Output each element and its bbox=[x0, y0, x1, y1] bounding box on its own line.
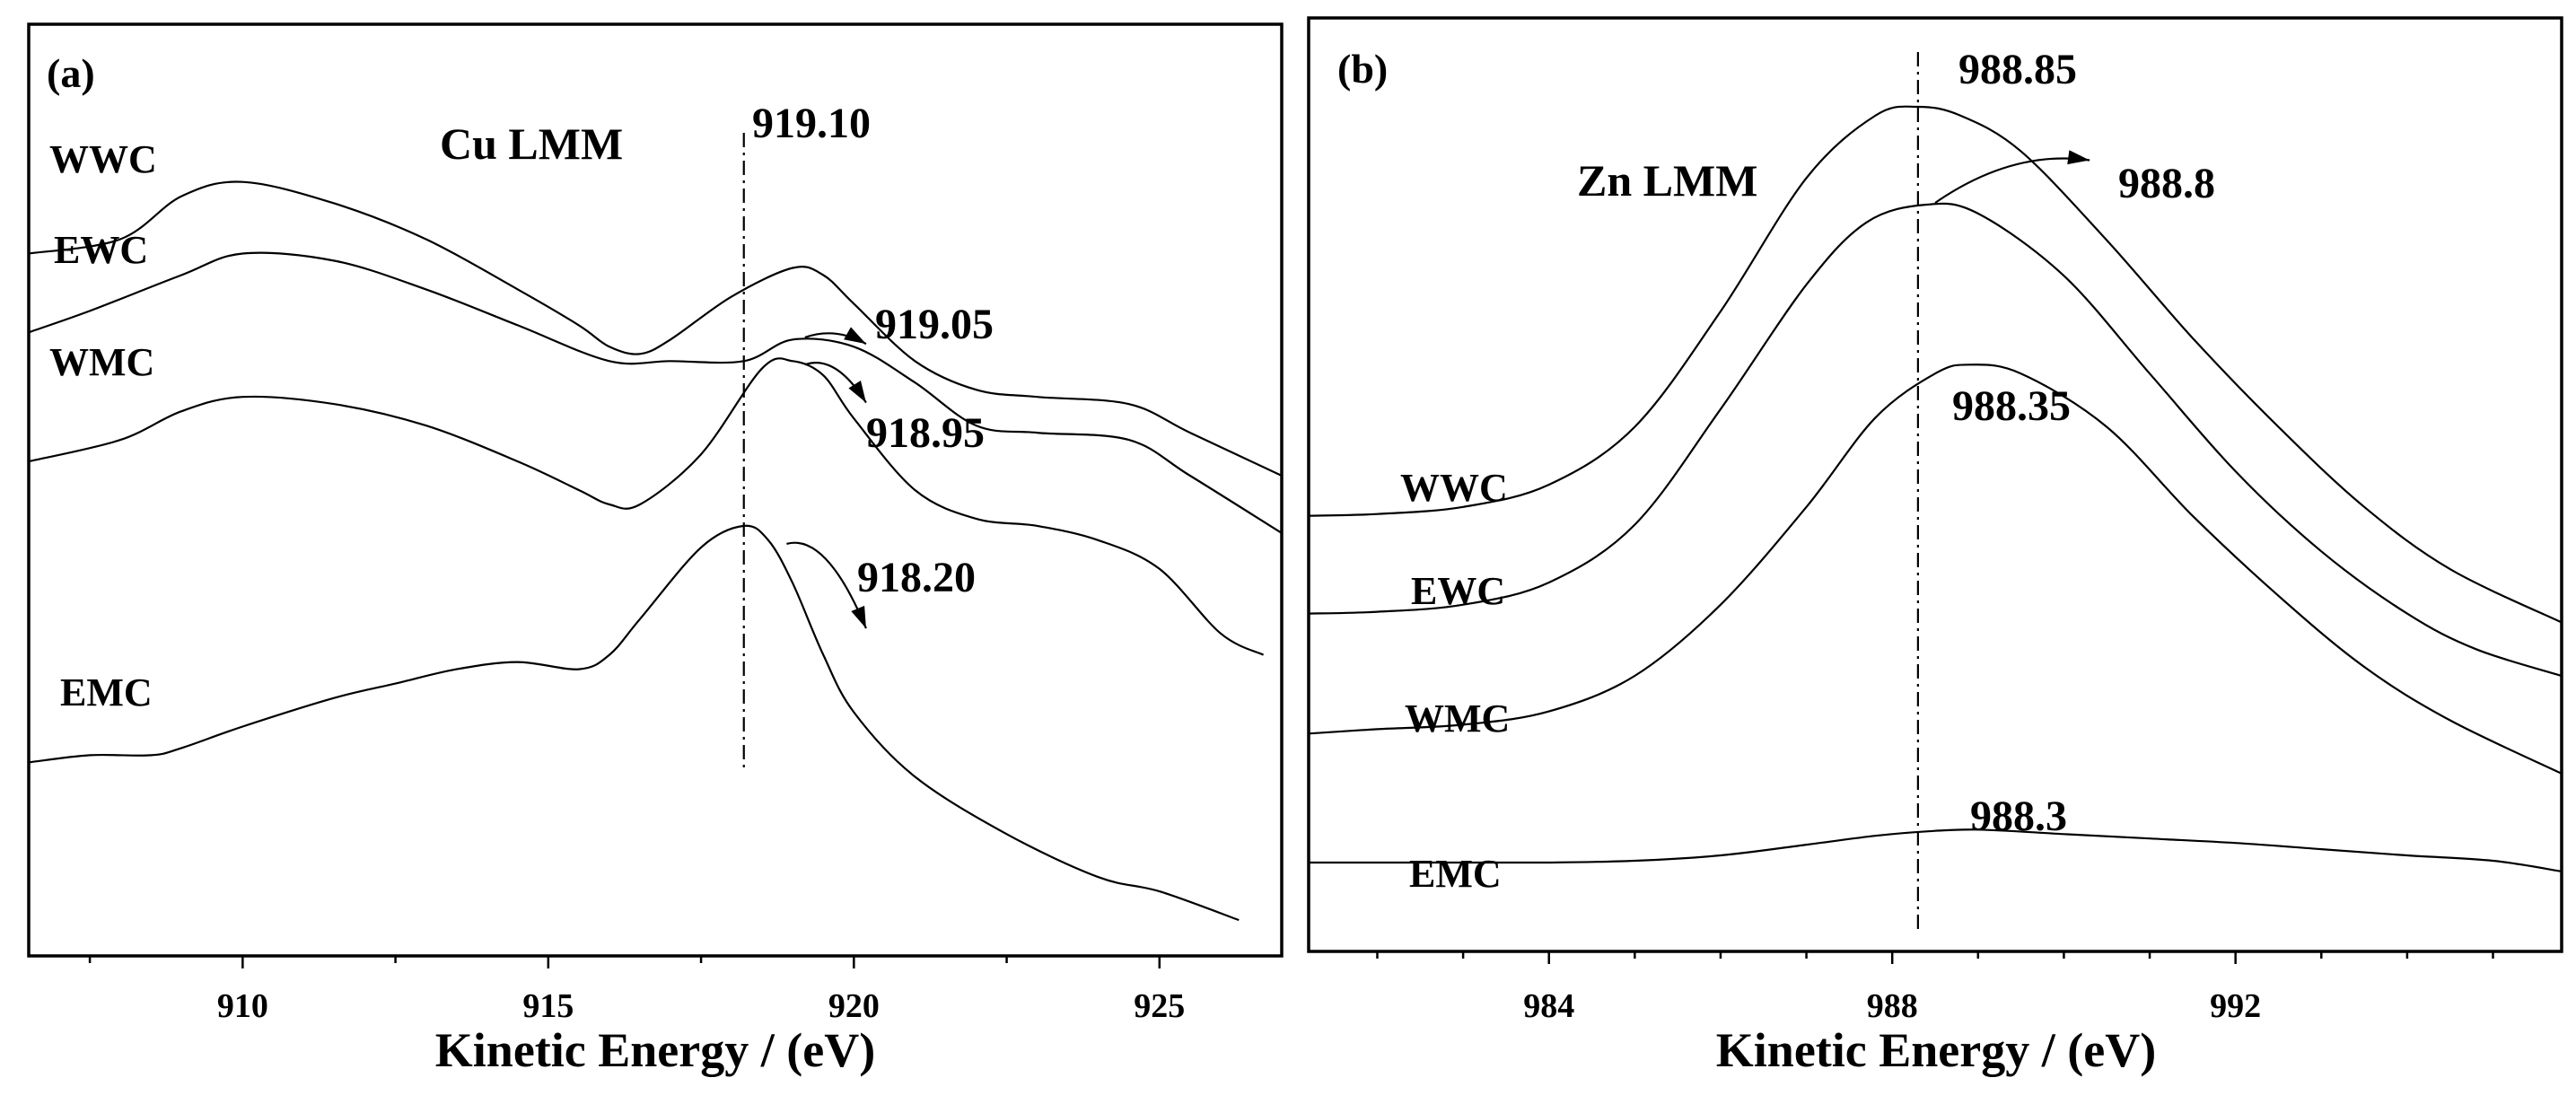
curve-b-wwc bbox=[1308, 105, 2563, 624]
series-label-emc-b: EMC bbox=[1409, 852, 1502, 896]
panel-b-label: (b) bbox=[1337, 46, 1388, 92]
series-label-wmc-b: WMC bbox=[1405, 697, 1510, 740]
panel-a-x-axis-title: Kinetic Energy / (eV) bbox=[435, 1023, 875, 1077]
series-label-ewc: EWC bbox=[54, 228, 148, 272]
x-tick-label-a-925: 925 bbox=[1134, 987, 1185, 1025]
panel-a-label: (a) bbox=[47, 50, 95, 96]
peak-label-wmc: 918.95 bbox=[866, 409, 985, 457]
peak-label-wmc-b: 988.35 bbox=[1952, 382, 2071, 430]
series-label-emc: EMC bbox=[60, 670, 153, 714]
arrow-head-b-ewc bbox=[2067, 150, 2090, 165]
curve-b-emc bbox=[1309, 828, 2563, 872]
panel-b-arrows bbox=[1934, 150, 2090, 204]
curve-a-wwc bbox=[28, 180, 1283, 477]
peak-label-emc-b: 988.3 bbox=[1970, 793, 2067, 840]
series-label-wwc: WWC bbox=[49, 137, 157, 181]
peak-label-ewc: 919.05 bbox=[875, 301, 994, 348]
panel-a-arrows bbox=[786, 327, 867, 629]
series-label-ewc-b: EWC bbox=[1411, 569, 1505, 613]
peak-label-wwc: 919.10 bbox=[752, 100, 871, 147]
arrow-head-a-wmc bbox=[848, 381, 866, 403]
peak-label-wwc-b: 988.85 bbox=[1958, 46, 2077, 93]
panel-b-curves bbox=[1308, 52, 2563, 933]
panel-b: 984 988 992 (b) Zn LMM WWC EWC WMC EMC 988… bbox=[1307, 16, 2563, 1077]
arrow-head-a-emc bbox=[851, 605, 866, 629]
arrow-head-a-ewc bbox=[844, 327, 866, 345]
panel-a-ticks: 910 915 920 925 bbox=[88, 956, 1185, 1025]
x-tick-label-a-910: 910 bbox=[217, 987, 268, 1025]
panel-b-ticks: 984 988 992 bbox=[1376, 951, 2494, 1025]
panel-a-element-label: Cu LMM bbox=[440, 118, 623, 169]
panel-a-frame bbox=[27, 22, 1284, 958]
x-tick-label-b-984: 984 bbox=[1523, 987, 1574, 1025]
arrow-a-emc bbox=[786, 541, 867, 629]
series-label-wwc-b: WWC bbox=[1400, 466, 1508, 510]
panel-b-element-label: Zn LMM bbox=[1577, 155, 1757, 206]
panel-a-curves bbox=[28, 133, 1283, 922]
peak-label-ewc-b: 988.8 bbox=[2118, 160, 2215, 207]
series-label-wmc: WMC bbox=[49, 340, 154, 384]
panel-b-frame bbox=[1307, 16, 2563, 953]
curve-a-ewc bbox=[28, 251, 1283, 534]
x-tick-label-b-992: 992 bbox=[2210, 987, 2261, 1025]
x-tick-label-a-920: 920 bbox=[828, 987, 880, 1025]
panel-b-x-axis-title: Kinetic Energy / (eV) bbox=[1716, 1023, 2156, 1077]
peak-label-emc: 918.20 bbox=[857, 554, 976, 601]
curve-a-wmc bbox=[28, 357, 1265, 656]
x-tick-label-a-915: 915 bbox=[522, 987, 574, 1025]
x-tick-label-b-988: 988 bbox=[1867, 987, 1918, 1025]
curve-b-ewc bbox=[1308, 202, 2563, 678]
curve-b-wmc bbox=[1308, 364, 2563, 775]
panel-a: 910 915 920 925 (a) Cu LMM WWC EWC WMC EMC … bbox=[27, 22, 1284, 1077]
curve-a-emc bbox=[28, 524, 1240, 922]
